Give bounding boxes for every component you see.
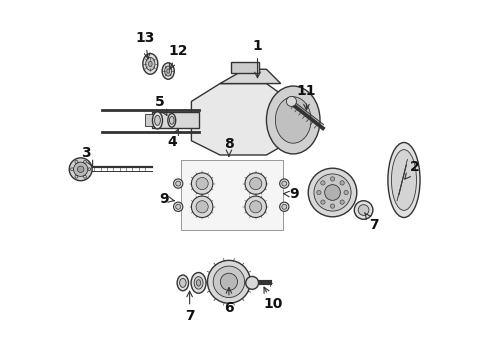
Ellipse shape (148, 61, 152, 67)
Circle shape (173, 202, 183, 211)
Text: 5: 5 (154, 95, 167, 115)
Ellipse shape (155, 115, 160, 125)
Circle shape (192, 196, 213, 217)
Circle shape (287, 96, 296, 107)
Bar (152, 112, 198, 128)
Circle shape (314, 174, 351, 211)
Circle shape (321, 181, 325, 185)
Text: 13: 13 (135, 31, 155, 59)
Text: 6: 6 (224, 288, 234, 315)
Text: 7: 7 (185, 291, 195, 323)
Ellipse shape (165, 66, 172, 76)
Circle shape (344, 190, 348, 195)
Circle shape (213, 266, 245, 297)
Ellipse shape (180, 278, 186, 287)
Text: 11: 11 (296, 84, 316, 110)
Ellipse shape (392, 150, 416, 210)
Ellipse shape (170, 116, 174, 124)
Ellipse shape (162, 63, 174, 79)
Text: 2: 2 (405, 161, 419, 179)
Ellipse shape (152, 112, 163, 129)
Ellipse shape (275, 97, 311, 143)
Text: 4: 4 (167, 129, 178, 149)
Circle shape (358, 204, 369, 215)
Text: 9: 9 (159, 192, 174, 206)
Ellipse shape (388, 143, 420, 217)
Ellipse shape (196, 280, 201, 286)
Circle shape (249, 201, 262, 213)
Ellipse shape (194, 276, 203, 289)
Bar (231, 62, 259, 73)
Bar (145, 114, 159, 126)
Circle shape (354, 201, 373, 219)
Circle shape (69, 158, 92, 181)
Text: 3: 3 (81, 146, 93, 166)
Ellipse shape (177, 275, 189, 291)
Ellipse shape (167, 69, 170, 73)
Circle shape (280, 202, 289, 211)
Circle shape (321, 200, 325, 204)
Circle shape (325, 185, 341, 201)
Circle shape (196, 177, 208, 190)
Text: 1: 1 (253, 39, 262, 78)
Text: 9: 9 (284, 187, 299, 201)
Circle shape (308, 168, 357, 217)
Ellipse shape (267, 86, 320, 154)
Ellipse shape (146, 58, 155, 70)
Circle shape (245, 173, 267, 194)
Circle shape (330, 177, 335, 181)
Circle shape (196, 201, 208, 213)
Circle shape (340, 200, 344, 204)
Circle shape (280, 179, 289, 188)
Circle shape (77, 166, 84, 172)
Circle shape (317, 190, 321, 195)
Bar (181, 160, 283, 230)
Circle shape (249, 177, 262, 190)
Circle shape (176, 204, 181, 209)
Ellipse shape (143, 54, 158, 74)
Circle shape (192, 173, 213, 194)
Text: 12: 12 (168, 44, 188, 69)
Polygon shape (220, 69, 281, 84)
Circle shape (176, 181, 181, 186)
Text: 10: 10 (263, 287, 283, 311)
Polygon shape (192, 84, 292, 155)
Text: 7: 7 (365, 213, 378, 231)
Circle shape (282, 181, 287, 186)
Circle shape (173, 179, 183, 188)
Circle shape (245, 276, 259, 289)
Circle shape (207, 260, 250, 303)
Circle shape (245, 196, 267, 217)
Circle shape (340, 181, 344, 185)
Ellipse shape (168, 113, 176, 127)
Text: 8: 8 (224, 136, 234, 156)
Ellipse shape (191, 273, 206, 293)
Circle shape (330, 204, 335, 208)
Circle shape (282, 204, 287, 209)
Circle shape (220, 273, 238, 291)
Circle shape (74, 162, 88, 176)
